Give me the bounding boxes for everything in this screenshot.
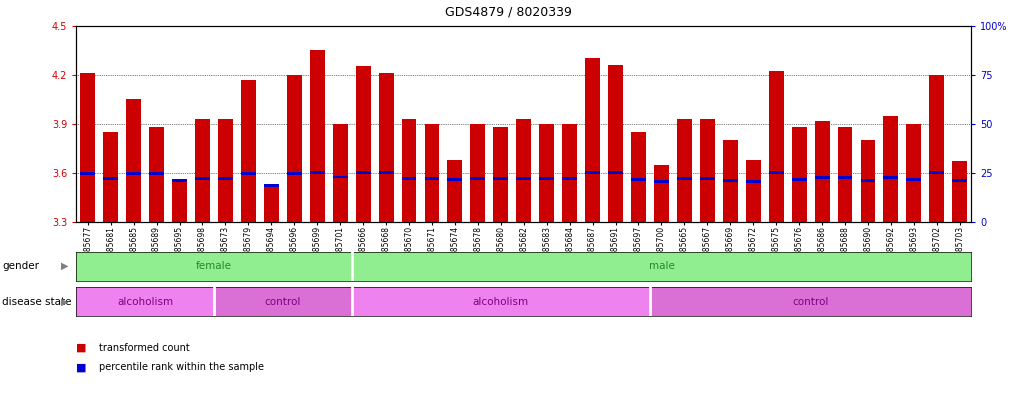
Bar	[172, 181, 187, 222]
Text: alcoholism: alcoholism	[473, 297, 529, 307]
Bar	[218, 119, 233, 222]
Text: ■: ■	[76, 362, 86, 373]
Bar	[287, 75, 302, 222]
Text: transformed count: transformed count	[99, 343, 189, 353]
Bar	[860, 140, 876, 222]
Text: male: male	[649, 261, 674, 271]
Bar	[930, 171, 944, 174]
Bar	[517, 119, 531, 222]
Bar	[952, 179, 967, 182]
Bar	[608, 65, 623, 222]
Bar	[352, 252, 971, 281]
Bar	[884, 116, 898, 222]
Bar	[333, 176, 348, 178]
Bar	[402, 119, 417, 222]
Text: disease state: disease state	[2, 297, 71, 307]
Bar	[356, 171, 370, 174]
Bar	[650, 287, 971, 316]
Bar	[906, 124, 921, 222]
Bar	[930, 75, 944, 222]
Bar	[815, 176, 830, 179]
Bar	[195, 177, 210, 180]
Bar	[471, 124, 485, 222]
Bar	[471, 177, 485, 180]
Bar	[352, 287, 650, 316]
Bar	[884, 176, 898, 179]
Bar	[562, 124, 577, 222]
Bar	[218, 177, 233, 180]
Bar	[517, 177, 531, 180]
Bar	[769, 72, 784, 222]
Bar	[791, 178, 806, 181]
Bar	[631, 178, 646, 181]
Bar	[263, 186, 279, 222]
Bar	[310, 50, 324, 222]
Bar	[493, 127, 508, 222]
Bar	[241, 172, 256, 175]
Bar	[195, 119, 210, 222]
Bar	[76, 252, 352, 281]
Bar	[214, 287, 352, 316]
Bar	[838, 127, 852, 222]
Bar	[80, 73, 96, 222]
Bar	[539, 177, 554, 180]
Bar	[104, 132, 118, 222]
Bar	[677, 119, 692, 222]
Text: female: female	[196, 261, 232, 271]
Bar	[310, 171, 324, 174]
Bar	[356, 66, 370, 222]
Bar	[378, 171, 394, 174]
Bar	[745, 160, 761, 222]
Bar	[241, 79, 256, 222]
Bar	[126, 172, 141, 175]
Text: ■: ■	[76, 343, 86, 353]
Bar	[402, 177, 417, 180]
Bar	[608, 171, 623, 174]
Text: control: control	[792, 297, 829, 307]
Text: gender: gender	[2, 261, 39, 271]
Bar	[815, 121, 830, 222]
Bar	[104, 177, 118, 180]
Bar	[263, 184, 279, 187]
Bar	[585, 58, 600, 222]
Bar	[539, 124, 554, 222]
Bar	[791, 127, 806, 222]
Text: ▶: ▶	[61, 297, 69, 307]
Bar	[287, 172, 302, 175]
Bar	[562, 177, 577, 180]
Text: control: control	[264, 297, 301, 307]
Bar	[769, 171, 784, 174]
Bar	[76, 287, 214, 316]
Bar	[149, 127, 164, 222]
Bar	[80, 172, 96, 175]
Bar	[906, 178, 921, 181]
Bar	[585, 171, 600, 174]
Bar	[700, 177, 715, 180]
Bar	[378, 73, 394, 222]
Text: ▶: ▶	[61, 261, 69, 271]
Text: alcoholism: alcoholism	[117, 297, 173, 307]
Bar	[447, 178, 463, 181]
Bar	[172, 179, 187, 182]
Bar	[677, 177, 692, 180]
Bar	[700, 119, 715, 222]
Bar	[631, 132, 646, 222]
Bar	[126, 99, 141, 222]
Text: GDS4879 / 8020339: GDS4879 / 8020339	[445, 6, 572, 19]
Bar	[723, 179, 737, 182]
Bar	[745, 180, 761, 184]
Bar	[723, 140, 737, 222]
Bar	[654, 165, 669, 222]
Bar	[149, 172, 164, 175]
Bar	[333, 124, 348, 222]
Text: percentile rank within the sample: percentile rank within the sample	[99, 362, 263, 373]
Bar	[654, 180, 669, 184]
Bar	[493, 177, 508, 180]
Bar	[424, 177, 439, 180]
Bar	[447, 160, 463, 222]
Bar	[838, 176, 852, 179]
Bar	[952, 162, 967, 222]
Bar	[860, 179, 876, 182]
Bar	[424, 124, 439, 222]
